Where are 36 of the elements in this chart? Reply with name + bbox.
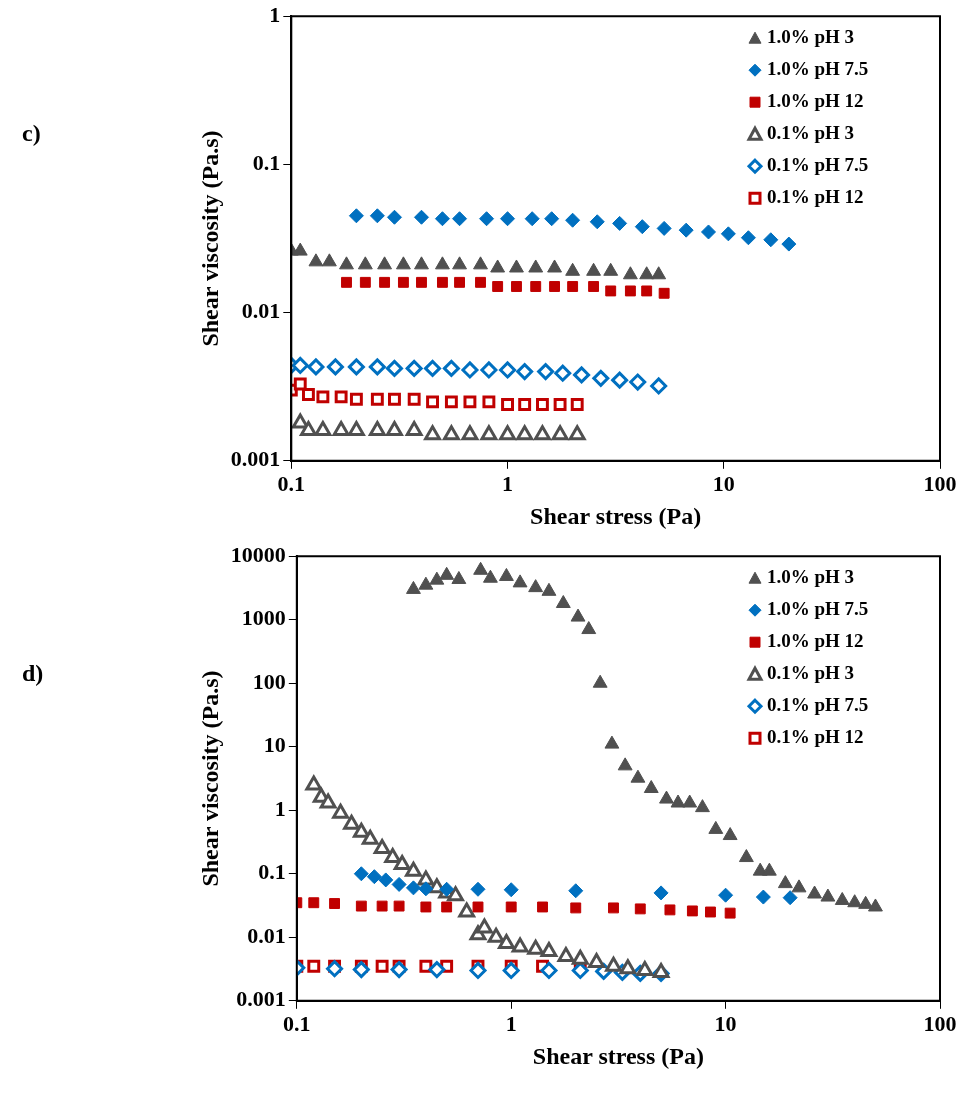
x-axis-title: Shear stress (Pa) [532,1042,704,1069]
text: c) [22,120,41,147]
legend-label: 1.0% pH 3 [767,566,855,588]
legend-label: 0.1% pH 3 [767,122,855,144]
y-tick-label: 10000 [230,541,286,567]
legend-label: 1.0% pH 7.5 [767,598,869,620]
y-tick-label: 0.01 [247,922,286,948]
legend-label: 0.1% pH 7.5 [767,154,869,176]
x-tick-label: 100 [923,1010,957,1036]
legend-label: 1.0% pH 12 [767,630,864,652]
legend-label: 0.1% pH 12 [767,186,864,208]
y-tick-label: 0.001 [230,446,281,472]
x-tick-label: 1 [505,1010,517,1036]
y-tick-label: 1 [274,795,286,821]
legend-label: 0.1% pH 7.5 [767,694,869,716]
x-axis-title: Shear stress (Pa) [530,502,702,529]
y-tick-label: 0.001 [236,986,286,1012]
legend-label: 1.0% pH 7.5 [767,58,869,80]
x-tick-label: 100 [923,470,957,496]
legend-label: 0.1% pH 12 [767,726,864,748]
y-tick-label: 10 [263,732,286,758]
y-axis-title: Shear viscosity (Pa.s) [196,670,223,887]
legend-label: 1.0% pH 12 [767,90,864,112]
x-tick-label: 10 [714,1010,737,1036]
y-tick-label: 0.01 [241,298,281,324]
y-tick-label: 0.1 [258,859,286,885]
y-tick-label: 0.1 [252,150,281,176]
legend-label: 1.0% pH 3 [767,26,855,48]
x-tick-label: 1 [502,470,514,496]
text: d) [22,660,44,687]
y-tick-label: 1 [269,1,281,27]
y-tick-label: 1000 [241,605,286,631]
y-axis-title: Shear viscosity (Pa.s) [196,130,223,347]
legend-label: 0.1% pH 3 [767,662,855,684]
x-tick-label: 10 [712,470,735,496]
y-tick-label: 100 [252,668,286,694]
